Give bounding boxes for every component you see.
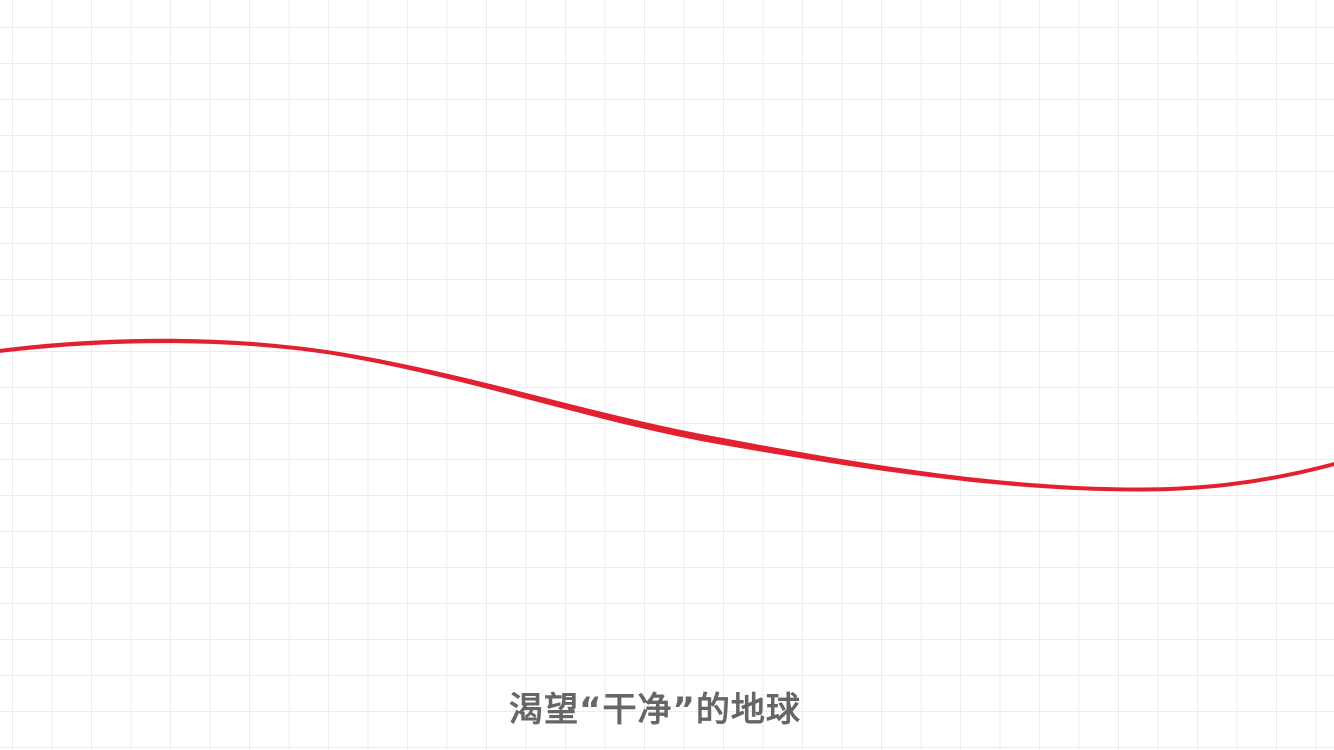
red-wave-line (0, 338, 1334, 492)
slide-caption: 渴望“干净”的地球 (509, 690, 801, 730)
